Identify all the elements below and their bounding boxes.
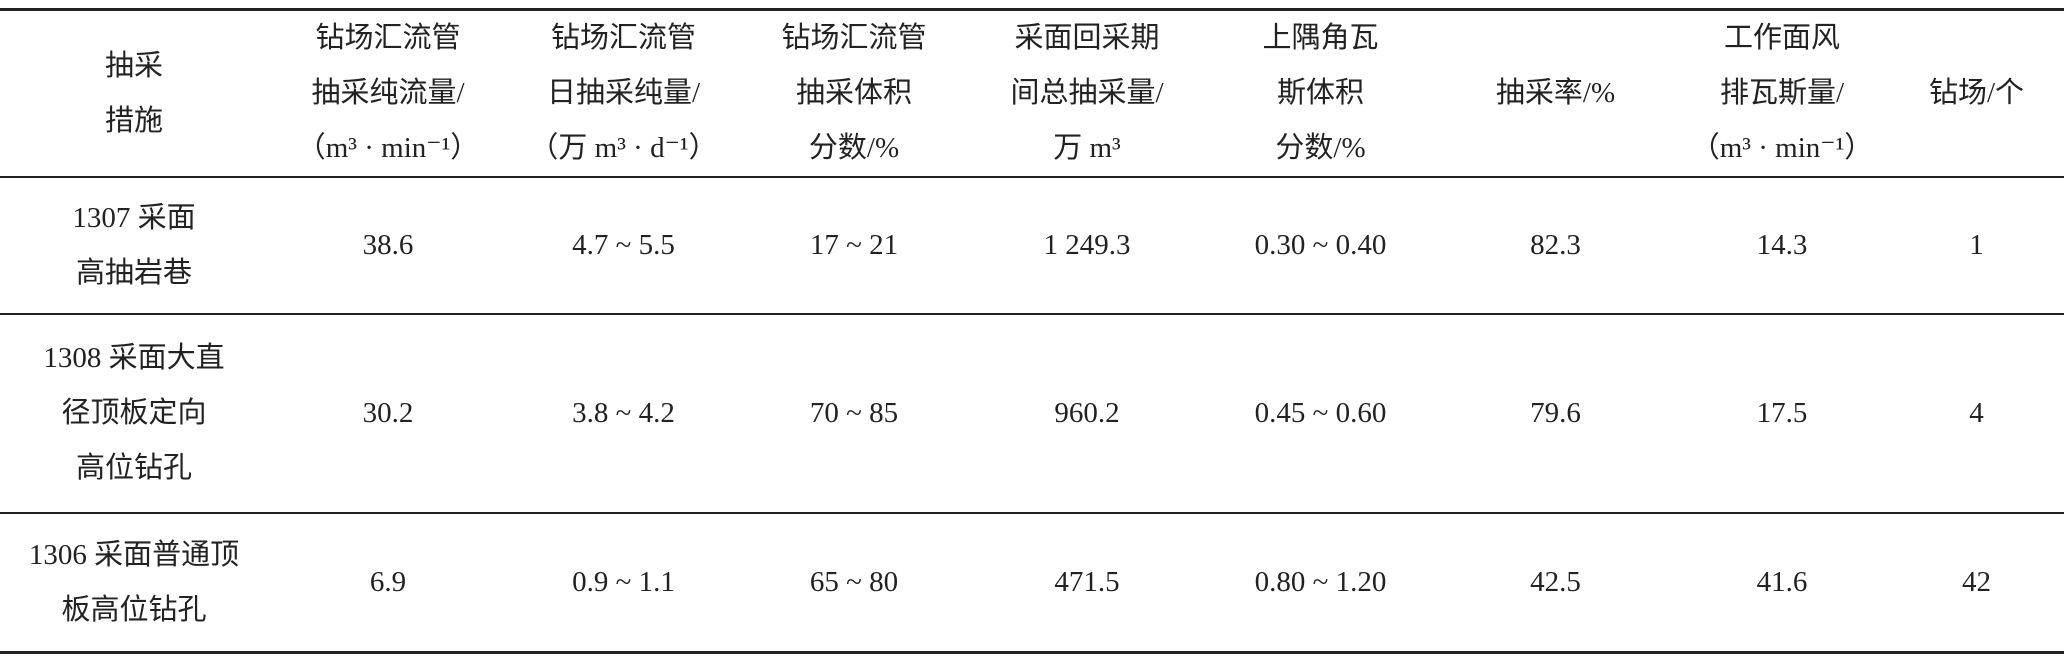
table-row: 1307 采面 高抽岩巷 38.6 4.7 ~ 5.5 17 ~ 21 1 249.3 0.… <box>0 177 2064 314</box>
cell-text: 0.45 ~ 0.60 <box>1254 397 1387 429</box>
cell-text: 措施 <box>104 104 163 137</box>
cell-text: 钻场/个 <box>1928 77 2025 109</box>
cell-text: 工作面风 <box>1723 22 1840 54</box>
cell-text: 上隅角瓦 <box>1262 22 1379 54</box>
cell-text: 70 ~ 85 <box>809 397 899 429</box>
cell-text: 排瓦斯量/ <box>1719 77 1845 109</box>
body-cell: 1308 采面大直 径顶板定向高位钻孔 <box>0 314 268 513</box>
cell-text: 17.5 <box>1756 397 1808 429</box>
cell-text: 斯体积 <box>1276 77 1364 109</box>
header-cell: 采面回采期间总抽采量/万 m³ <box>969 10 1205 178</box>
cell-text: 42 <box>1962 566 1991 598</box>
body-cell: 471.5 <box>969 513 1205 653</box>
cell-text: 30.2 <box>362 397 414 429</box>
cell-text: 1307 采面 <box>72 201 196 234</box>
body-cell: 1 <box>1889 177 2064 314</box>
cell-text: 分数/% <box>808 132 900 164</box>
body-cell: 6.9 <box>268 513 508 653</box>
body-cell: 0.45 ~ 0.60 <box>1205 314 1436 513</box>
cell-text: 采面回采期 <box>1014 22 1160 54</box>
body-cell: 38.6 <box>268 177 508 314</box>
body-cell: 82.3 <box>1436 177 1675 314</box>
cell-text: （万 m³ · d⁻¹） <box>529 132 718 164</box>
cell-text: 间总抽采量/ <box>1010 77 1164 109</box>
body-cell: 42.5 <box>1436 513 1675 653</box>
cell-text: 471.5 <box>1054 566 1120 598</box>
body-cell: 41.6 <box>1675 513 1889 653</box>
cell-text: 抽采率/% <box>1495 77 1616 109</box>
data-table: 抽采措施 钻场汇流管抽采纯流量/ （m³ · min⁻¹） 钻场汇流管日抽采纯量/ （万… <box>0 8 2064 654</box>
cell-text: 钻场汇流管 <box>550 22 696 54</box>
header-cell: 钻场汇流管抽采体积分数/% <box>739 10 969 178</box>
cell-text: 万 m³ <box>1053 132 1121 164</box>
body-cell: 17.5 <box>1675 314 1889 513</box>
cell-text: 分数/% <box>1275 132 1366 164</box>
header-cell: 上隅角瓦斯体积分数/% <box>1205 10 1436 178</box>
table-row: 1306 采面普通顶 板高位钻孔 6.9 0.9 ~ 1.1 65 ~ 80 471.5 0… <box>0 513 2064 653</box>
body-cell: 0.30 ~ 0.40 <box>1205 177 1436 314</box>
cell-text: （m³ · min⁻¹） <box>296 132 480 164</box>
body-cell: 42 <box>1889 513 2064 653</box>
cell-text: 钻场汇流管 <box>781 22 927 54</box>
cell-text: 4.7 ~ 5.5 <box>572 229 675 261</box>
cell-text: 抽采纯流量/ <box>311 77 465 109</box>
header-cell: 抽采率/% <box>1436 10 1675 178</box>
cell-text: （m³ · min⁻¹） <box>1690 132 1874 164</box>
body-cell: 1307 采面 高抽岩巷 <box>0 177 268 314</box>
header-cell: 钻场/个 <box>1889 10 2064 178</box>
header-cell: 抽采 措施 <box>0 10 268 178</box>
cell-text: 65 ~ 80 <box>809 566 899 598</box>
cell-text: 高抽岩巷 <box>75 256 192 289</box>
cell-text: 42.5 <box>1530 566 1581 598</box>
body-cell: 960.2 <box>969 314 1205 513</box>
cell-text: 1308 采面大直 <box>43 342 225 374</box>
cell-text: 日抽采纯量/ <box>546 77 701 109</box>
body-cell: 3.8 ~ 4.2 <box>508 314 739 513</box>
body-cell: 30.2 <box>268 314 508 513</box>
cell-text: 38.6 <box>362 229 414 261</box>
cell-text: 1 249.3 <box>1043 229 1131 261</box>
cell-text: 41.6 <box>1756 566 1808 598</box>
cell-text: 1 <box>1969 229 1984 261</box>
cell-text: 0.9 ~ 1.1 <box>572 566 675 598</box>
body-cell: 65 ~ 80 <box>739 513 969 653</box>
table-row: 1308 采面大直 径顶板定向高位钻孔 30.2 3.8 ~ 4.2 70 ~ 85 96… <box>0 314 2064 513</box>
body-cell: 1 249.3 <box>969 177 1205 314</box>
cell-text: 4 <box>1969 397 1984 429</box>
body-cell: 17 ~ 21 <box>739 177 969 314</box>
body-cell: 70 ~ 85 <box>739 314 969 513</box>
body-cell: 0.9 ~ 1.1 <box>508 513 739 653</box>
cell-text: 79.6 <box>1530 397 1581 429</box>
header-cell: 钻场汇流管日抽采纯量/ （万 m³ · d⁻¹） <box>508 10 739 178</box>
cell-text: 板高位钻孔 <box>61 593 207 626</box>
header-cell: 钻场汇流管抽采纯流量/ （m³ · min⁻¹） <box>268 10 508 178</box>
cell-text: 960.2 <box>1054 397 1120 429</box>
cell-text: 17 ~ 21 <box>809 229 899 261</box>
cell-text: 6.9 <box>369 566 407 598</box>
cell-text: 高位钻孔 <box>75 452 192 484</box>
cell-text: 抽采 <box>104 49 163 82</box>
header-cell: 工作面风排瓦斯量/ （m³ · min⁻¹） <box>1675 10 1889 178</box>
cell-text: 82.3 <box>1530 229 1581 261</box>
body-cell: 79.6 <box>1436 314 1675 513</box>
cell-text: 1306 采面普通顶 <box>28 538 240 571</box>
body-cell: 14.3 <box>1675 177 1889 314</box>
cell-text: 钻场汇流管 <box>315 22 461 54</box>
cell-text: 0.30 ~ 0.40 <box>1254 229 1387 261</box>
cell-text: 抽采体积 <box>795 77 912 109</box>
cell-text: 0.80 ~ 1.20 <box>1254 566 1387 598</box>
body-cell: 4.7 ~ 5.5 <box>508 177 739 314</box>
header-row: 抽采措施 钻场汇流管抽采纯流量/ （m³ · min⁻¹） 钻场汇流管日抽采纯量/ （万… <box>0 9 2064 178</box>
body-cell: 4 <box>1889 314 2064 513</box>
body-cell: 0.80 ~ 1.20 <box>1205 513 1436 653</box>
cell-text: 径顶板定向 <box>61 397 207 429</box>
cell-text: 14.3 <box>1756 229 1808 261</box>
body-cell: 1306 采面普通顶 板高位钻孔 <box>0 513 268 653</box>
cell-text: 3.8 ~ 4.2 <box>572 397 675 429</box>
